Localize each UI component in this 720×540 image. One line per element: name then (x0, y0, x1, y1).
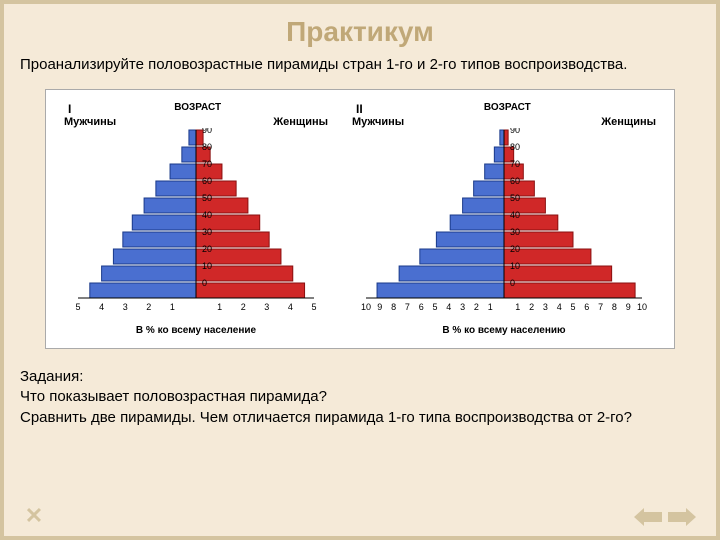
men-label-2: Мужчины (352, 116, 404, 128)
close-icon: ✕ (24, 506, 44, 526)
svg-text:40: 40 (202, 210, 212, 220)
pyramid-1-type: I (68, 102, 71, 116)
charts-container: I ВОЗРАСТ Мужчины Женщины 90807060504030… (45, 89, 675, 349)
svg-text:9: 9 (377, 302, 382, 312)
pyramid-2: II ВОЗРАСТ Мужчины Женщины 9080706050403… (344, 102, 664, 342)
svg-text:3: 3 (123, 302, 128, 312)
pyramid-1: I ВОЗРАСТ Мужчины Женщины 90807060504030… (56, 102, 336, 342)
svg-text:1: 1 (515, 302, 520, 312)
svg-text:7: 7 (405, 302, 410, 312)
svg-text:70: 70 (510, 159, 520, 169)
svg-text:1: 1 (488, 302, 493, 312)
pyramid-1-caption: В % ко всему население (56, 325, 336, 336)
svg-text:2: 2 (241, 302, 246, 312)
pyramid-2-caption: В % ко всему населению (344, 325, 664, 336)
svg-text:50: 50 (510, 193, 520, 203)
tasks-label: Задания: (20, 367, 700, 387)
prev-button[interactable] (634, 508, 662, 526)
svg-text:80: 80 (510, 142, 520, 152)
women-label-1: Женщины (273, 116, 328, 128)
svg-text:10: 10 (361, 302, 371, 312)
svg-text:10: 10 (510, 261, 520, 271)
age-label-2: ВОЗРАСТ (484, 102, 531, 116)
svg-text:10: 10 (637, 302, 647, 312)
svg-text:70: 70 (202, 159, 212, 169)
svg-text:4: 4 (99, 302, 104, 312)
svg-text:5: 5 (75, 302, 80, 312)
svg-text:20: 20 (202, 244, 212, 254)
pyramid-2-chart: 9080706050403020100109876543211234567891… (344, 128, 664, 323)
svg-text:8: 8 (391, 302, 396, 312)
svg-text:2: 2 (146, 302, 151, 312)
task-1: Что показывает половозрастная пирамида? (20, 387, 700, 407)
svg-text:50: 50 (202, 193, 212, 203)
svg-text:8: 8 (612, 302, 617, 312)
task-2: Сравнить две пирамиды. Чем отличается пи… (20, 408, 700, 428)
next-button[interactable] (668, 508, 696, 526)
intro-text: Проанализируйте половозрастные пирамиды … (20, 56, 700, 73)
svg-text:5: 5 (311, 302, 316, 312)
svg-text:1: 1 (170, 302, 175, 312)
page-title: Практикум (20, 16, 700, 48)
svg-text:20: 20 (510, 244, 520, 254)
svg-text:2: 2 (474, 302, 479, 312)
arrow-left-icon (634, 508, 662, 526)
svg-text:6: 6 (584, 302, 589, 312)
svg-text:4: 4 (557, 302, 562, 312)
svg-text:3: 3 (543, 302, 548, 312)
svg-text:30: 30 (510, 227, 520, 237)
svg-text:9: 9 (626, 302, 631, 312)
svg-text:4: 4 (446, 302, 451, 312)
svg-text:6: 6 (419, 302, 424, 312)
pyramid-2-type: II (356, 102, 363, 116)
arrow-right-icon (668, 508, 696, 526)
svg-text:5: 5 (432, 302, 437, 312)
svg-text:80: 80 (202, 142, 212, 152)
svg-text:0: 0 (202, 278, 207, 288)
tasks-block: Задания: Что показывает половозрастная п… (20, 367, 700, 428)
close-button[interactable]: ✕ (24, 506, 44, 526)
svg-text:40: 40 (510, 210, 520, 220)
svg-text:3: 3 (460, 302, 465, 312)
pyramid-1-chart: 90 80 70 60 50 40 30 20 10 0 5 4 3 2 1 1 2 3 4 5 (56, 128, 336, 323)
svg-text:90: 90 (202, 128, 212, 135)
svg-text:2: 2 (529, 302, 534, 312)
svg-text:10: 10 (202, 261, 212, 271)
age-label-1: ВОЗРАСТ (174, 102, 221, 116)
svg-text:30: 30 (202, 227, 212, 237)
svg-text:7: 7 (598, 302, 603, 312)
women-label-2: Женщины (601, 116, 656, 128)
svg-text:1: 1 (217, 302, 222, 312)
svg-text:60: 60 (510, 176, 520, 186)
men-label-1: Мужчины (64, 116, 116, 128)
svg-text:4: 4 (288, 302, 293, 312)
svg-text:90: 90 (510, 128, 520, 135)
svg-text:0: 0 (510, 278, 515, 288)
svg-text:3: 3 (264, 302, 269, 312)
svg-text:60: 60 (202, 176, 212, 186)
svg-text:5: 5 (570, 302, 575, 312)
